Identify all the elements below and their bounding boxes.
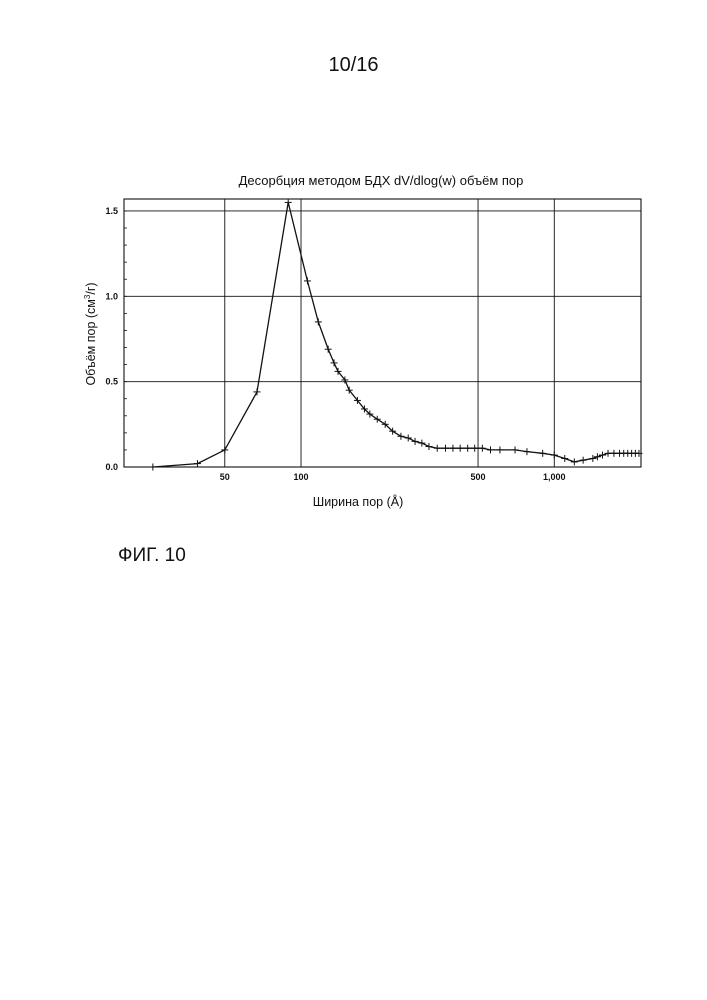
data-point-marker (496, 446, 503, 453)
data-point-marker (442, 445, 449, 452)
data-point-marker (599, 452, 606, 459)
data-point-marker (471, 445, 478, 452)
data-point-marker (464, 445, 471, 452)
data-point-marker (149, 464, 156, 471)
figure-label: ФИГ. 10 (118, 545, 186, 567)
data-point-marker (285, 199, 292, 206)
data-point-marker (221, 446, 228, 453)
y-tick-label: 1.0 (105, 291, 118, 301)
data-point-marker (304, 277, 311, 284)
data-point-marker (561, 455, 568, 462)
data-point-marker (523, 448, 530, 455)
y-axis-label: Объём пор (см3/г) (83, 282, 98, 385)
data-point-marker (589, 455, 596, 462)
data-point-marker (397, 433, 404, 440)
data-point-marker (412, 438, 419, 445)
x-tick-label: 100 (294, 472, 309, 482)
y-axis-label-main: Объём пор (см (84, 299, 98, 385)
pore-volume-chart: Десорбция методом БДХ dV/dlog(w) объём п… (0, 0, 707, 540)
data-point-marker (449, 445, 456, 452)
x-tick-labels: 50 100 500 1,000 (220, 472, 566, 482)
data-point-marker (594, 453, 601, 460)
data-point-marker (194, 460, 201, 467)
data-point-marker (512, 446, 519, 453)
data-point-marker (315, 318, 322, 325)
chart-title: Десорбция методом БДХ dV/dlog(w) объём п… (239, 173, 524, 188)
data-point-marker (457, 445, 464, 452)
x-tick-label: 50 (220, 472, 230, 482)
data-point-marker (487, 446, 494, 453)
y-tick-label: 1.5 (105, 206, 118, 216)
y-tick-label: 0.0 (105, 462, 118, 472)
data-point-marker (325, 346, 332, 353)
data-point-marker (479, 445, 486, 452)
data-point-marker (571, 458, 578, 465)
series-line (153, 202, 639, 467)
data-markers (149, 199, 642, 471)
y-tick-labels: 0.0 0.5 1.0 1.5 (105, 206, 118, 472)
y-tick-label: 0.5 (105, 377, 118, 387)
data-point-marker (418, 440, 425, 447)
data-point-marker (425, 443, 432, 450)
grid-lines (124, 199, 641, 467)
data-point-marker (331, 359, 338, 366)
x-axis-label: Ширина пор (Å) (313, 494, 404, 509)
x-tick-label: 1,000 (543, 472, 566, 482)
x-tick-label: 500 (471, 472, 486, 482)
data-point-marker (405, 434, 412, 441)
y-axis-label-tail: /г) (84, 282, 98, 294)
data-point-marker (551, 452, 558, 459)
plot-frame (124, 199, 641, 467)
data-point-marker (434, 445, 441, 452)
data-point-marker (253, 388, 260, 395)
data-point-marker (580, 457, 587, 464)
data-point-marker (539, 450, 546, 457)
